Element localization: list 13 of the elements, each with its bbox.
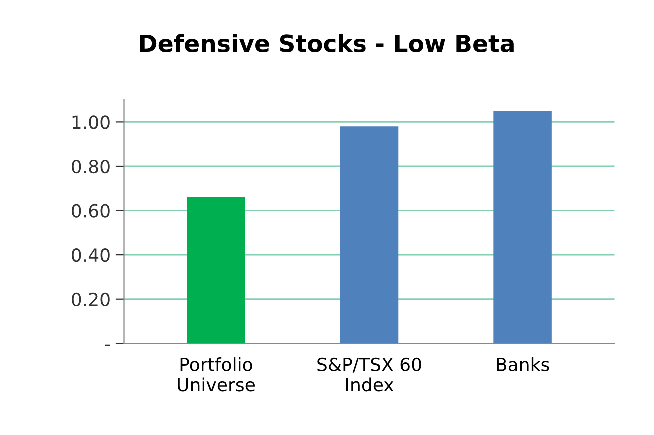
bar: [340, 126, 399, 344]
y-tick-label: 0.20: [72, 292, 110, 306]
x-tick-label: Portfolio Universe: [178, 358, 255, 392]
x-tick-label: S&P/TSX 60 Index: [318, 358, 422, 392]
y-tick-label: 0.40: [72, 248, 110, 262]
bar: [187, 197, 246, 344]
y-tick-label: 0.80: [72, 160, 110, 174]
x-tick-label: Banks: [497, 358, 550, 372]
y-tick-label: 0.60: [72, 204, 110, 218]
y-tick-label: -: [105, 344, 110, 346]
y-tick-label: 1.00: [72, 116, 110, 130]
chart-title: Defensive Stocks - Low Beta: [140, 34, 514, 53]
bar: [494, 111, 552, 344]
